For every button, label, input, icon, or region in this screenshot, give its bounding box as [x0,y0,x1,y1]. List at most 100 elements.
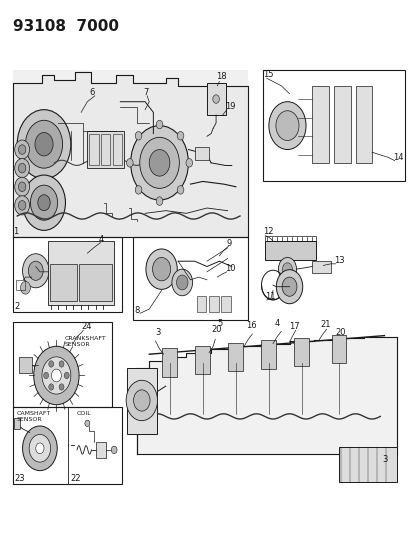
Circle shape [131,126,188,200]
Circle shape [51,369,61,382]
Bar [228,343,243,372]
Text: 19: 19 [224,102,235,111]
Text: 24: 24 [81,322,91,332]
Circle shape [22,175,65,230]
Bar [19,357,31,373]
Circle shape [135,185,142,194]
Bar [206,83,225,115]
Bar [48,241,114,305]
Circle shape [15,159,29,177]
Text: 3: 3 [382,455,387,464]
Text: 1: 1 [13,227,18,236]
Bar [95,442,106,458]
Circle shape [275,270,302,304]
Circle shape [25,120,62,168]
Circle shape [171,269,192,296]
Circle shape [145,249,177,289]
Bar [13,70,248,237]
Bar [196,296,206,312]
Text: SENSOR: SENSOR [64,342,90,348]
Text: 23: 23 [14,474,25,483]
Text: 13: 13 [333,256,344,265]
Bar [261,341,275,369]
Circle shape [212,95,219,103]
Circle shape [19,200,26,210]
Bar [294,338,309,366]
Circle shape [15,140,29,159]
Circle shape [49,361,54,367]
Text: 93108  7000: 93108 7000 [13,19,119,34]
Circle shape [156,120,162,129]
Polygon shape [137,337,396,454]
Bar [262,70,404,181]
Circle shape [35,133,53,156]
Bar [14,418,21,429]
Circle shape [28,261,43,280]
Text: 20: 20 [334,328,344,337]
Bar [162,349,177,376]
Circle shape [19,164,26,173]
Bar [133,237,248,320]
Bar [89,134,99,165]
Circle shape [43,372,48,378]
Circle shape [21,281,30,294]
Circle shape [149,150,169,176]
Text: 5: 5 [217,319,222,328]
Circle shape [135,132,142,140]
Bar [50,264,77,301]
Bar [194,147,209,160]
Bar [13,237,122,312]
Bar [331,335,346,363]
Text: 2: 2 [14,302,19,311]
Bar [338,447,396,482]
Circle shape [33,346,79,405]
Circle shape [152,257,170,281]
Text: 21: 21 [320,320,330,329]
Text: 3: 3 [155,328,160,337]
Circle shape [17,110,71,179]
Circle shape [177,185,183,194]
Bar [126,368,157,434]
Text: 6: 6 [89,88,95,98]
Bar [101,134,110,165]
Text: 11: 11 [264,292,275,301]
Circle shape [85,420,90,426]
Text: 7: 7 [143,88,148,98]
Circle shape [15,196,29,215]
Circle shape [268,102,305,150]
Text: COIL: COIL [77,411,92,416]
Text: SENSOR: SENSOR [17,417,42,422]
Text: 12: 12 [262,227,273,236]
Text: CAMSHAFT: CAMSHAFT [17,411,50,416]
Bar [17,280,24,290]
Bar [79,264,112,301]
Text: 17: 17 [289,322,299,332]
Text: 8: 8 [135,306,140,316]
Text: 18: 18 [216,72,226,82]
Circle shape [59,384,64,390]
Bar [264,236,316,241]
Circle shape [140,138,179,188]
Bar [311,86,328,163]
Circle shape [19,145,26,155]
Text: 14: 14 [392,153,403,162]
Text: 4: 4 [273,319,279,328]
Text: 15: 15 [263,70,273,79]
Text: 9: 9 [226,239,231,248]
Circle shape [278,257,296,281]
Circle shape [275,111,298,141]
Circle shape [111,446,117,454]
Circle shape [176,275,188,290]
Circle shape [64,372,69,378]
Circle shape [49,384,54,390]
Circle shape [19,182,26,191]
Bar [195,346,210,374]
Circle shape [22,426,57,471]
Bar [112,134,122,165]
Circle shape [282,263,292,276]
Bar [87,131,124,168]
Text: 4: 4 [98,235,104,244]
Circle shape [185,159,192,167]
Text: 20: 20 [211,325,221,334]
Circle shape [59,361,64,367]
